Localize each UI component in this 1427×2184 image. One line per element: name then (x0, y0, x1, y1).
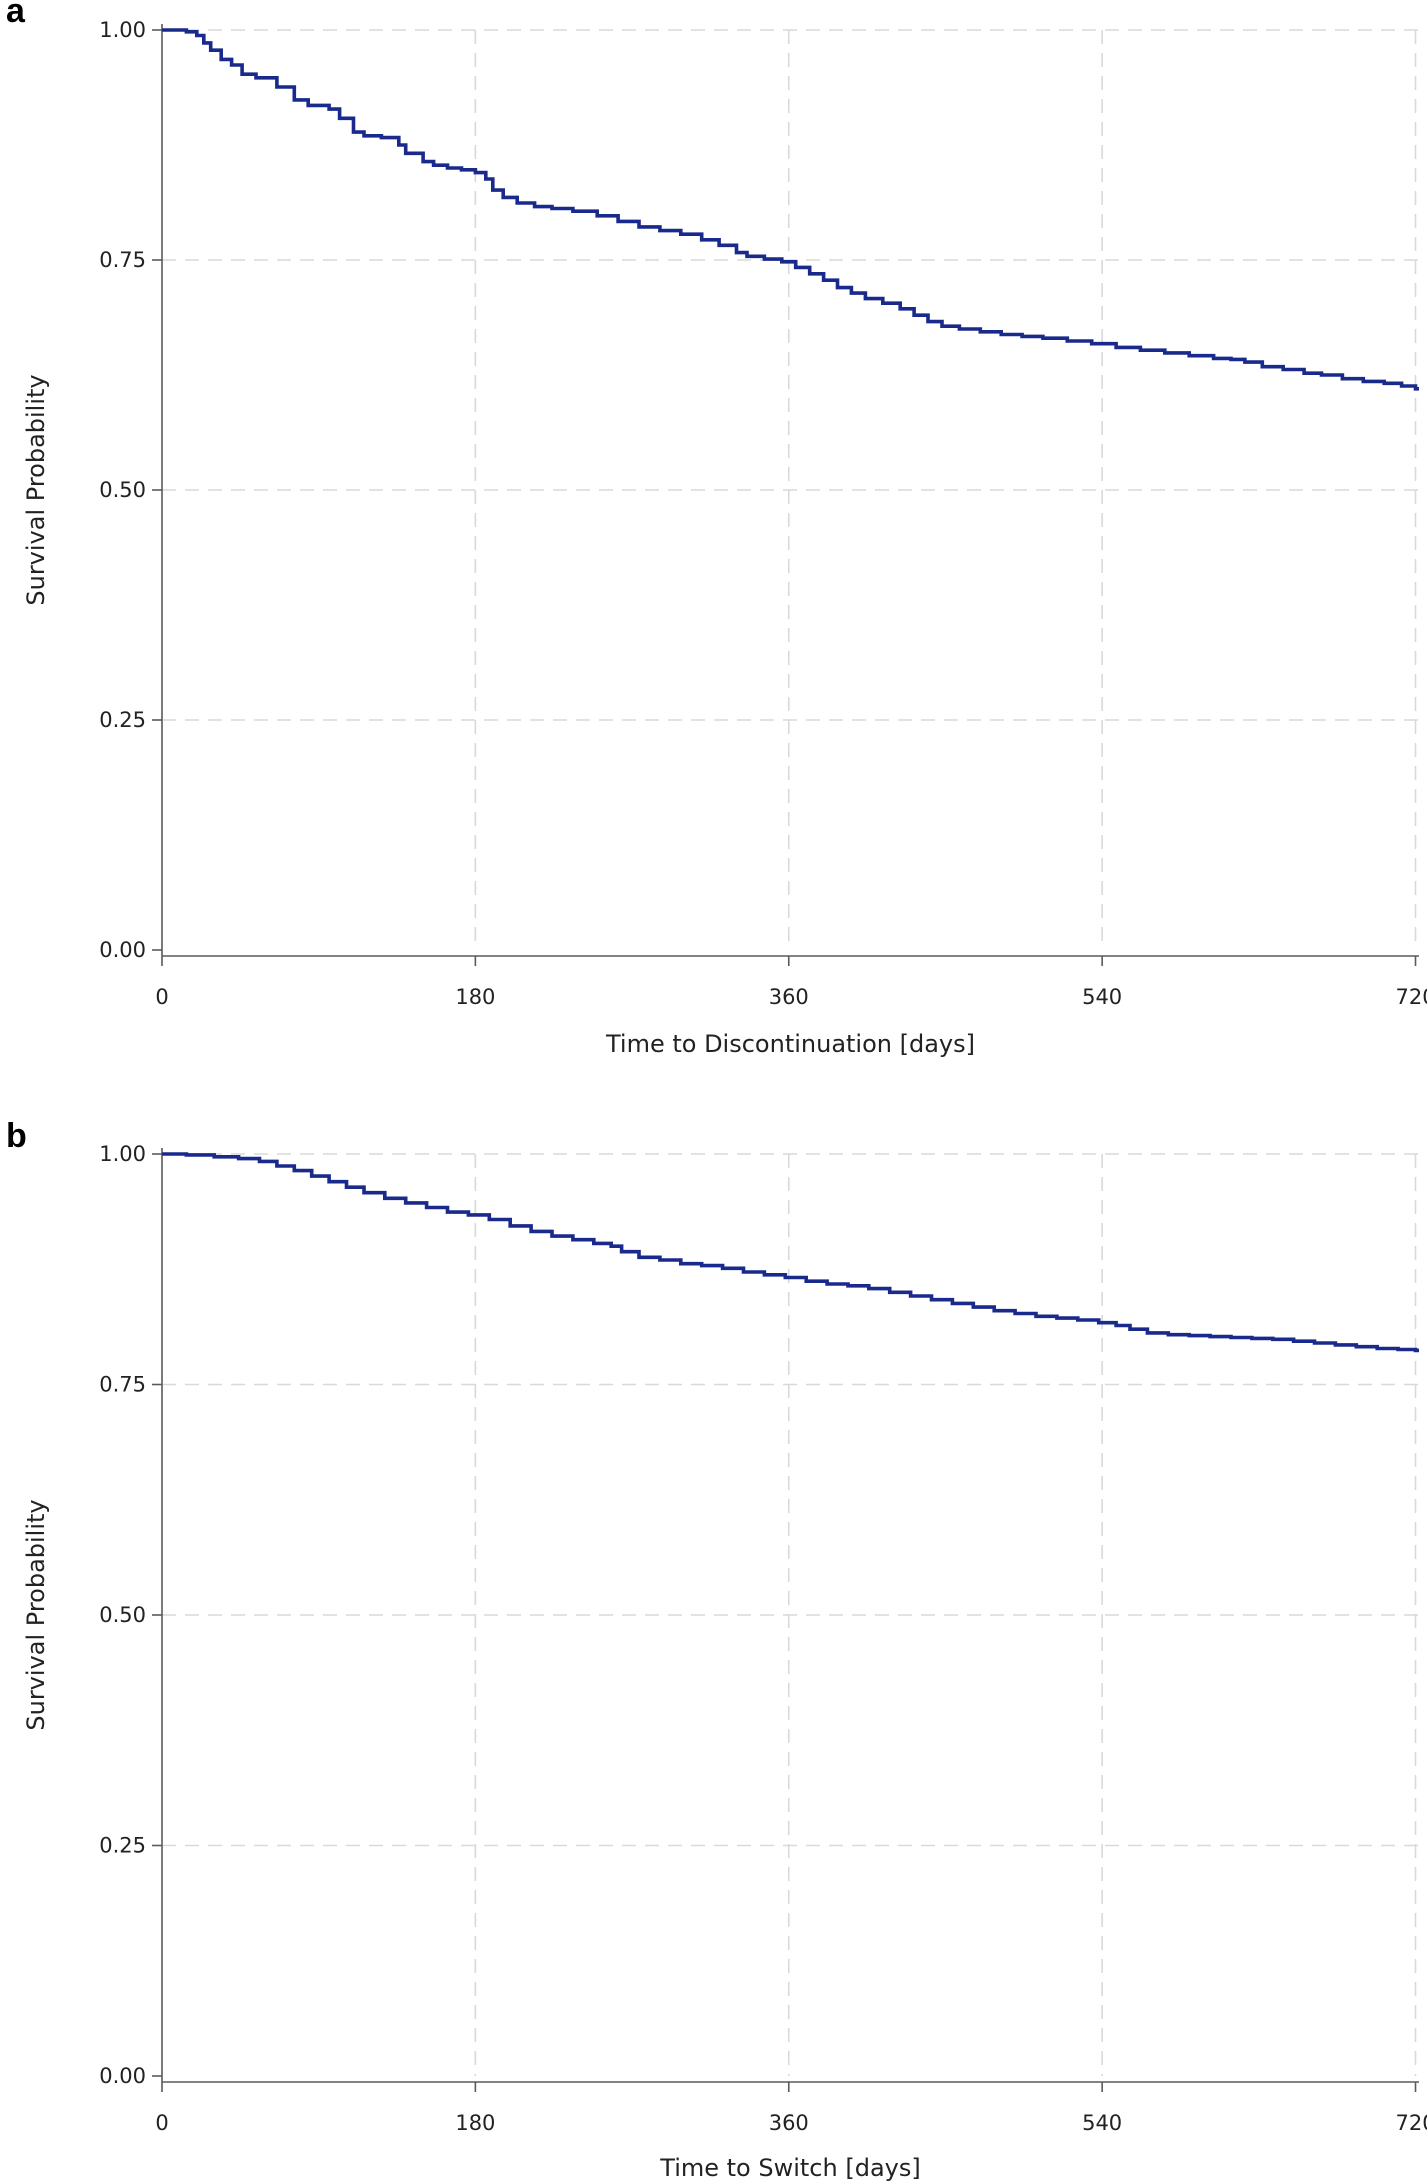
panel-a-xtick-label-0: 0 (155, 985, 168, 1009)
panel-b-ytick-label-2: 0.50 (99, 1603, 146, 1627)
panel-a-xtick-label-1: 180 (455, 985, 495, 1009)
panel-a: a 0.00 0.25 0.50 0.75 1.00 0 180 360 540 720 Time t… (6, 0, 1427, 1058)
panel-b-ytick-label-0: 0.00 (99, 2064, 146, 2088)
panel-a-xtick-label-3: 540 (1082, 985, 1122, 1009)
panel-a-y-axis-label: Survival Probability (22, 374, 50, 605)
panel-b-xtick-label-2: 360 (769, 2111, 809, 2135)
panel-b-xtick-label-3: 540 (1082, 2111, 1122, 2135)
panel-a-ytick-label-4: 1.00 (99, 18, 146, 42)
panel-b-ytick-label-1: 0.25 (99, 1834, 146, 1858)
panel-a-xtick-label-4: 720 (1395, 985, 1427, 1009)
panel-a-ytick-label-2: 0.50 (99, 478, 146, 502)
panel-a-letter: a (6, 0, 26, 30)
panel-b-xtick-label-0: 0 (155, 2111, 168, 2135)
panel-a-ytick-label-1: 0.25 (99, 708, 146, 732)
panel-b-letter: b (6, 1117, 27, 1155)
panel-b-ytick-label-3: 0.75 (99, 1373, 146, 1397)
panel-b-x-axis-label: Time to Switch [days] (659, 2154, 920, 2182)
panel-a-x-axis-label: Time to Discontinuation [days] (605, 1030, 975, 1058)
panel-a-survival-curve-0 (162, 28, 1419, 391)
panel-a-xtick-label-2: 360 (769, 985, 809, 1009)
panel-b-y-axis-label: Survival Probability (22, 1499, 50, 1730)
panel-a-ytick-label-3: 0.75 (99, 248, 146, 272)
panel-b-xtick-label-4: 720 (1395, 2111, 1427, 2135)
panel-b: b 0.00 0.25 0.50 0.75 1.00 0 180 360 540 720 Time t… (6, 1117, 1427, 2182)
panel-a-ytick-label-0: 0.00 (99, 938, 146, 962)
panel-b-survival-curve-0 (162, 1152, 1419, 1353)
panel-b-ytick-label-4: 1.00 (99, 1142, 146, 1166)
panel-b-xtick-label-1: 180 (455, 2111, 495, 2135)
